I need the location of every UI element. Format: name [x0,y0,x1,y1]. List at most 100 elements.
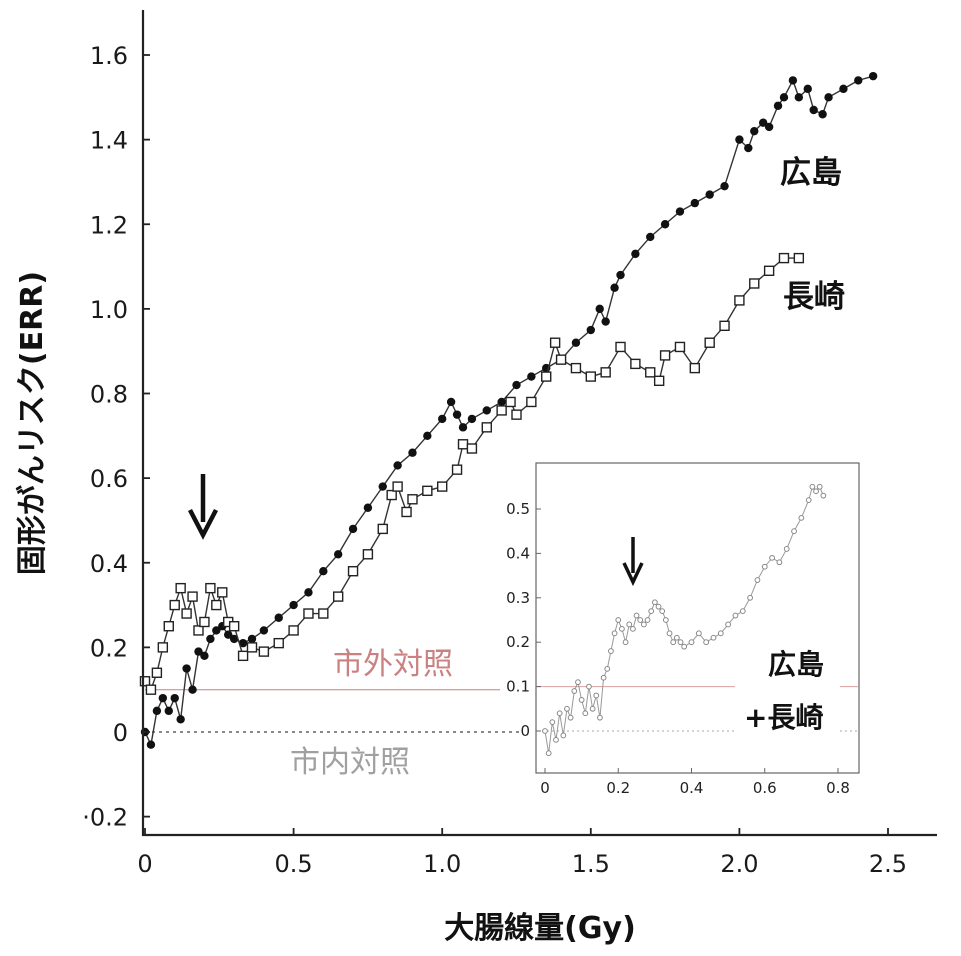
data-point [803,84,812,94]
y-tick-label: 1.2 [90,211,128,239]
data-point [466,443,478,454]
data-point [779,93,789,102]
data-point [527,372,536,381]
data-point [348,524,358,534]
data-point [585,371,596,382]
data-point [660,220,670,229]
reference-label-outside-city: 市外対照 [333,647,453,682]
main-reference-lines [145,689,520,733]
inset-data-point [681,643,688,650]
y-tick-label: 0.4 [90,550,128,578]
inset-data-point [662,617,669,623]
data-point [158,693,168,703]
data-point [319,567,328,576]
inset-data-point [582,710,589,717]
inset-data-point [783,546,790,552]
inset-data-point [571,688,578,694]
data-point [199,616,210,628]
data-point [555,354,567,365]
x-tick-label: 2.5 [869,850,907,878]
data-point [408,448,417,457]
data-point [206,634,215,644]
inset-data-point [597,714,603,721]
data-point [570,362,582,374]
inset-data-point [644,617,651,623]
inset-x-tick-label: 0.4 [680,779,704,797]
data-point [505,396,516,408]
inset-data-point [622,639,629,646]
y-tick-label: 1.0 [90,296,128,324]
data-point [497,397,506,407]
data-point [194,647,203,656]
inset-data-point [688,639,695,646]
data-point [332,591,344,602]
inset-data-point [648,608,655,615]
main-chart: 0 0.5 1.0 1.5 2.0 2.5 ·0.2 0 0.2 0.4 0.6 0.8 1.0 1.2… [15,10,937,946]
data-point [868,71,878,81]
y-tick-label: ·0.2 [82,804,128,832]
inset-data-point [553,736,559,743]
data-point [705,190,714,199]
inset-data-point [820,492,827,499]
data-point [704,337,715,348]
data-point [496,405,507,416]
data-point [526,396,537,408]
data-point [773,101,783,110]
data-point [600,367,611,378]
data-point [719,320,730,331]
inset-reference-lines [537,686,858,732]
data-point [187,591,198,602]
data-point [764,122,774,132]
data-point [145,684,157,695]
data-point [512,380,521,390]
inset-chart: 0 0.2 0.4 0.6 0.8 0 0.1 0.2 0.3 0.4 0.5 広島 +長崎 [506,462,860,797]
data-point [152,706,162,716]
series-label-hiroshima: 広島 [780,155,842,191]
inset-x-tick-label: 0 [540,779,550,797]
inset-data-point [626,621,633,628]
data-point [458,423,468,432]
data-point [273,637,284,649]
data-point [188,685,197,694]
data-point [744,143,753,153]
x-axis-title: 大腸線量(Gy) [444,911,636,946]
data-point [616,270,625,280]
data-point [182,664,191,673]
inset-data-point [655,603,662,610]
data-point [407,494,418,505]
data-point [157,642,169,653]
inset-data-point [769,554,775,561]
inset-data-point [717,630,724,637]
data-point [735,135,744,144]
data-point [422,485,433,497]
inset-data-point [564,705,570,712]
inset-data-point [809,483,816,490]
inset-y-tick-label: 0.3 [506,589,530,607]
data-point [734,295,745,306]
y-tick-label: 1.6 [90,42,128,70]
data-point [163,621,174,632]
inset-data-point [575,679,581,686]
data-point [146,740,156,749]
inset-data-point [604,665,611,672]
data-point [333,550,343,559]
data-point [437,481,448,492]
data-point [205,582,216,594]
data-point [763,265,775,276]
inset-x-ticks: 0 0.2 0.4 0.6 0.8 [540,768,850,797]
inset-data-point [791,528,797,535]
data-point [675,207,685,216]
data-point [392,481,403,492]
data-point [615,341,626,353]
inset-data-point [630,625,636,632]
data-point [720,181,729,191]
data-point [151,667,163,678]
data-point [318,608,329,619]
inset-data-point [619,625,625,632]
data-point [139,676,151,687]
data-point [175,582,186,594]
data-point [438,414,447,424]
data-point [645,367,656,378]
inset-data-point [589,705,596,712]
inset-data-point [659,608,666,615]
